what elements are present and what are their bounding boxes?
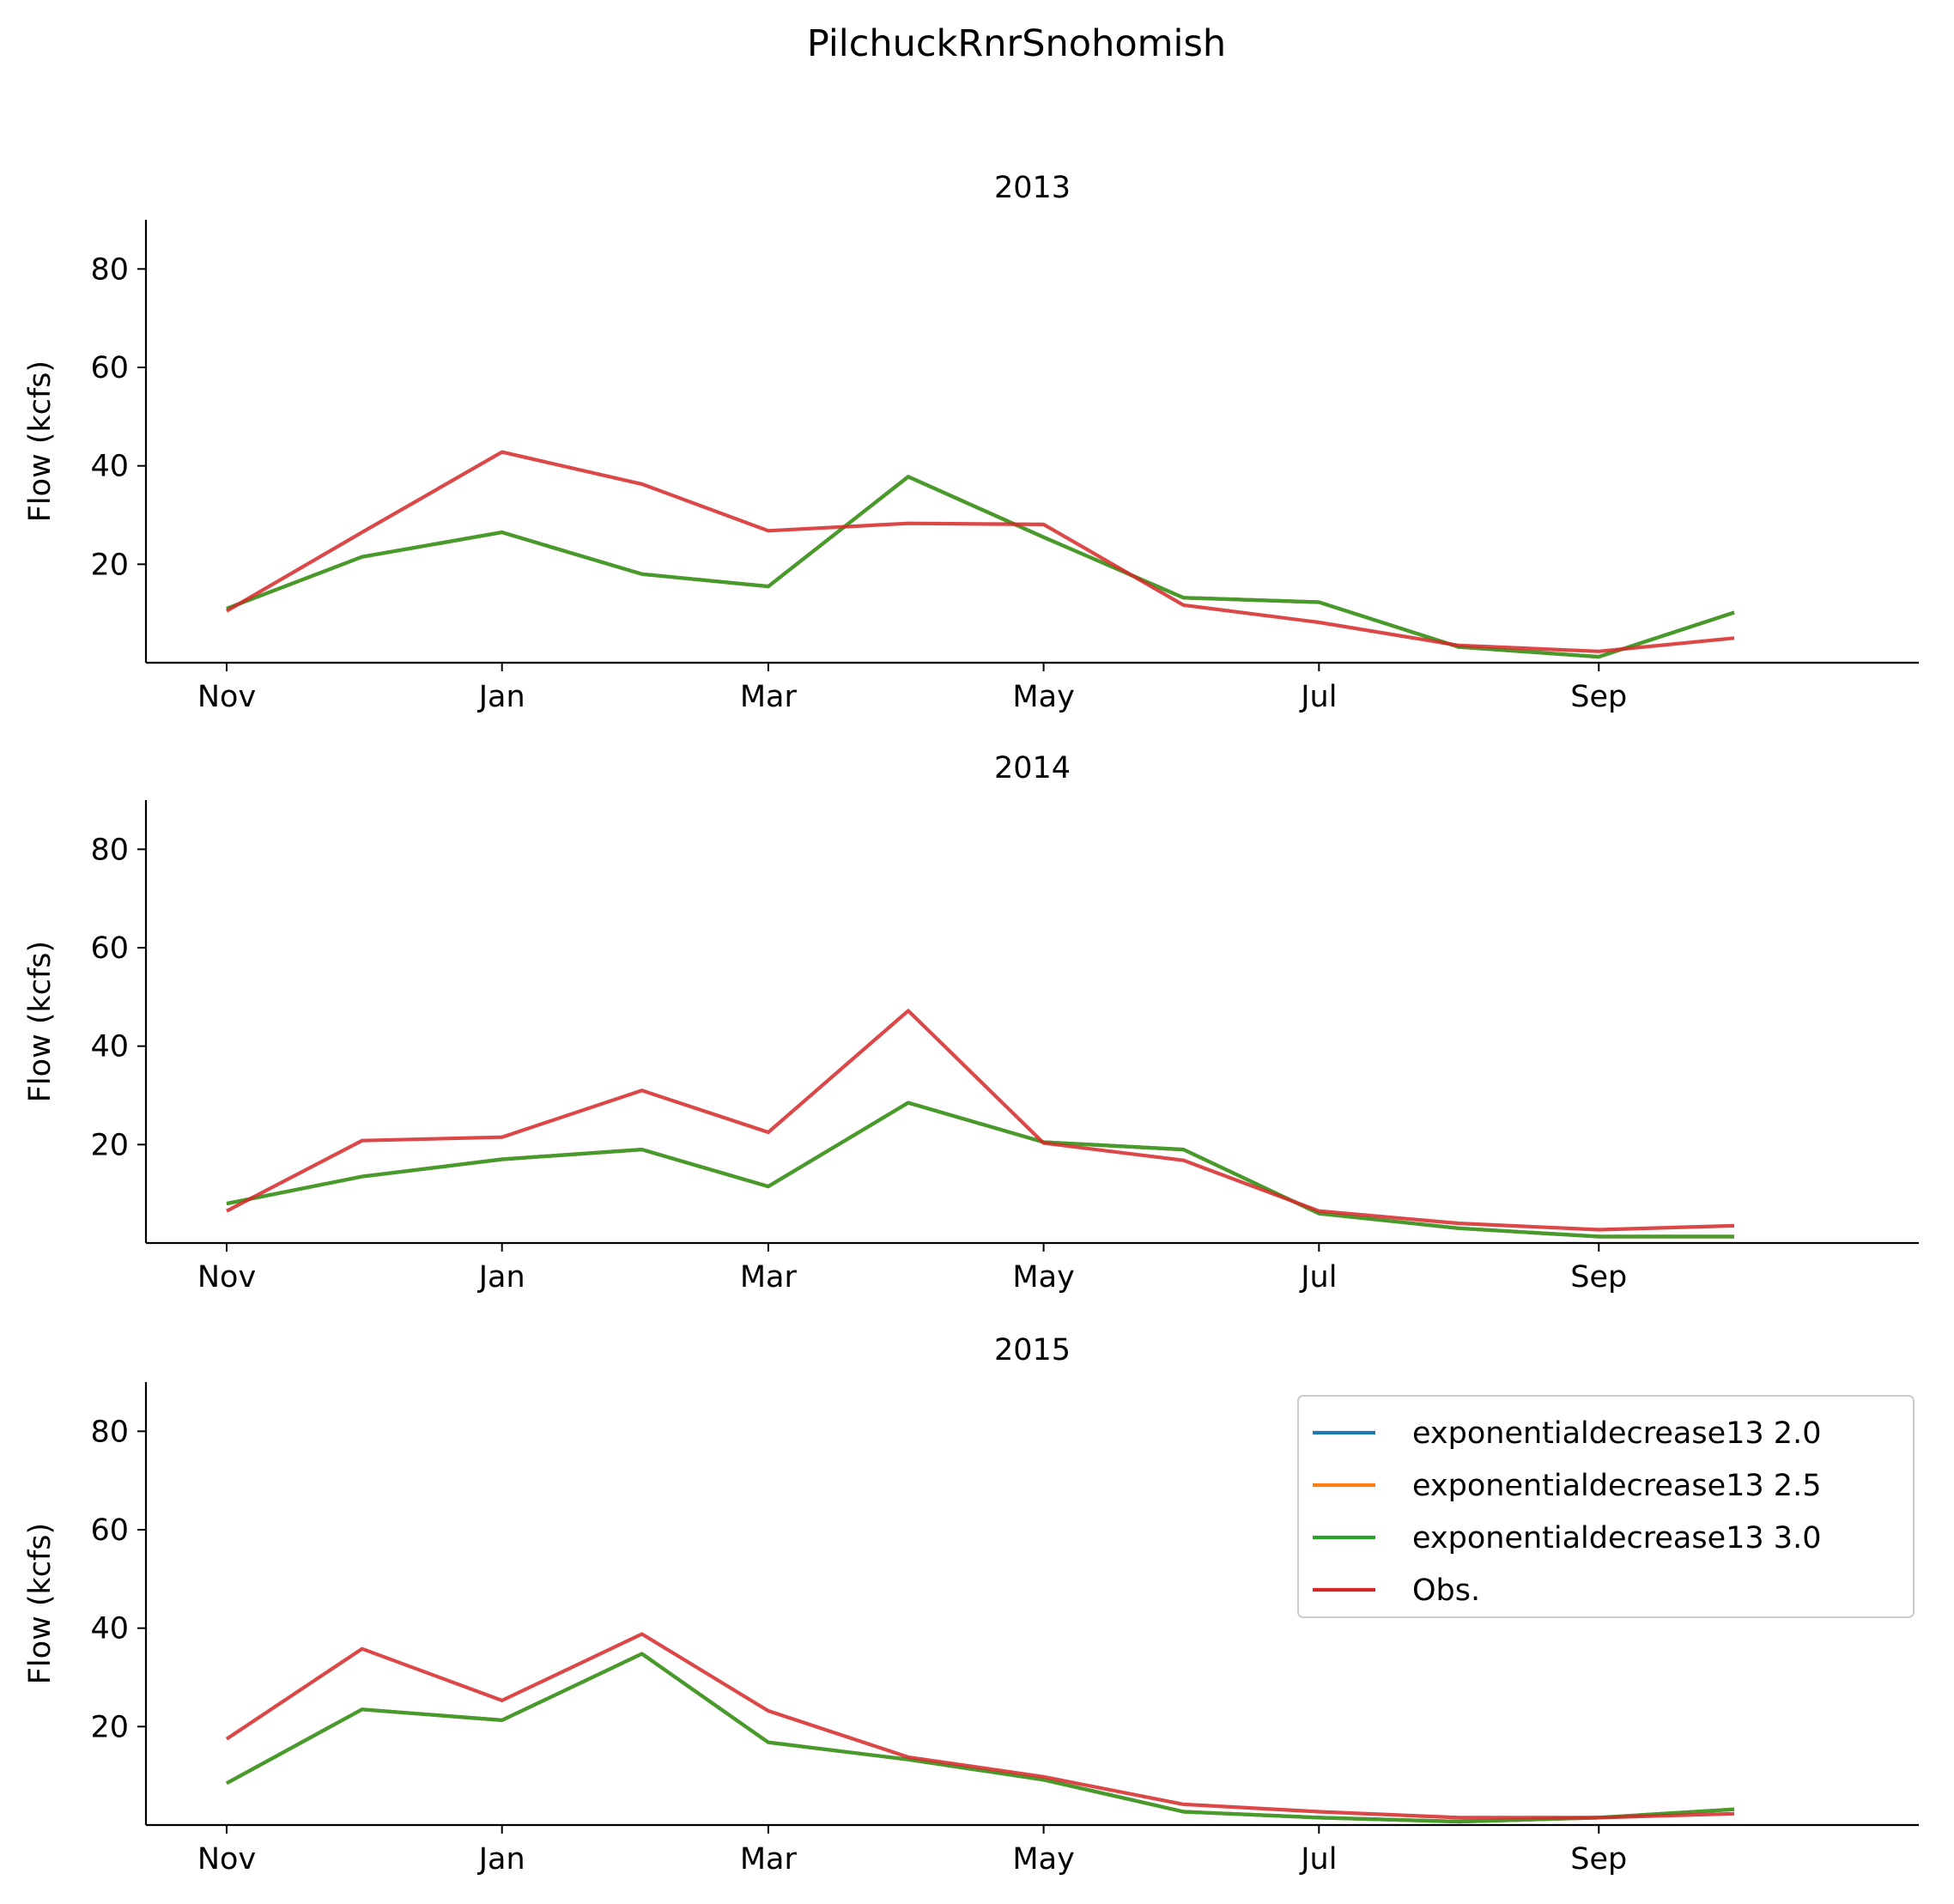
x-tick-label: Jul: [1299, 1260, 1337, 1295]
panel-title: 2014: [994, 751, 1071, 785]
panel-title: 2015: [994, 1333, 1071, 1367]
x-tick-label: Nov: [197, 680, 256, 714]
panel-2013: 2013 Flow (kcfs) 20 40 60 80 Nov Jan Mar May Jul Se…: [23, 171, 1919, 714]
legend-label: exponentialdecrease13 2.0: [1412, 1416, 1821, 1451]
x-tick-label: Nov: [197, 1260, 256, 1295]
x-tick-label: May: [1012, 1842, 1074, 1877]
y-tick-label: 20: [90, 1710, 129, 1744]
y-axis-label: Flow (kcfs): [23, 1523, 58, 1684]
x-tick-label: May: [1012, 680, 1074, 714]
series-line-obs-: [225, 450, 1735, 653]
y-tick-label: 60: [90, 351, 129, 385]
legend-box: [1297, 1395, 1915, 1618]
legend-label: exponentialdecrease13 3.0: [1412, 1521, 1821, 1555]
x-tick-label: Nov: [197, 1842, 256, 1877]
series-line-exponentialdecrease13-2-0: [226, 475, 1735, 659]
x-tick-label: Sep: [1570, 680, 1627, 714]
y-tick-label: 80: [90, 1415, 129, 1449]
x-tick-label: Mar: [740, 1842, 798, 1877]
x-tick-label: Jul: [1299, 680, 1337, 714]
x-tick-label: Jan: [477, 1842, 525, 1877]
x-tick-label: Sep: [1570, 1842, 1627, 1877]
x-tick-label: Jan: [477, 1260, 525, 1295]
series-line-exponentialdecrease13-2-0: [225, 1652, 1735, 1824]
legend-label: Obs.: [1412, 1574, 1480, 1608]
series-line-exponentialdecrease13-2-5: [225, 1652, 1735, 1824]
y-tick-label: 40: [90, 1030, 129, 1064]
x-tick-label: Sep: [1570, 1260, 1627, 1295]
y-tick-label: 40: [90, 1612, 129, 1646]
panel-2014: 2014 Flow (kcfs) 20 40 60 80 Nov Jan Mar May Jul Se…: [23, 751, 1919, 1295]
series-line-exponentialdecrease13-3-0: [226, 475, 1735, 659]
x-tick-label: May: [1012, 1260, 1074, 1295]
series-line-exponentialdecrease13-3-0: [225, 1652, 1735, 1824]
legend: exponentialdecrease13 2.0 exponentialdecr…: [1297, 1395, 1915, 1618]
series-line-exponentialdecrease13-3-0: [226, 1101, 1734, 1239]
series-line-obs-: [225, 1632, 1735, 1820]
panel-title: 2013: [994, 171, 1071, 205]
series-line-obs-: [226, 1009, 1735, 1232]
y-tick-label: 80: [90, 252, 129, 287]
x-tick-label: Jul: [1299, 1842, 1337, 1877]
y-tick-label: 60: [90, 931, 129, 966]
x-tick-label: Jan: [477, 680, 525, 714]
y-tick-label: 20: [90, 1128, 129, 1162]
panel-2015: 2015 Flow (kcfs) 20 40 60 80 Nov Jan Mar May Jul Se…: [23, 1333, 1919, 1877]
y-tick-label: 40: [90, 450, 129, 484]
legend-label: exponentialdecrease13 2.5: [1412, 1469, 1821, 1503]
y-tick-label: 60: [90, 1513, 129, 1548]
x-tick-label: Mar: [740, 680, 798, 714]
figure-title: PilchuckRnrSnohomish: [807, 22, 1226, 65]
y-axis-label: Flow (kcfs): [23, 361, 58, 522]
y-axis-label: Flow (kcfs): [23, 941, 58, 1102]
y-tick-label: 80: [90, 833, 129, 867]
series-line-exponentialdecrease13-2-5: [226, 475, 1735, 659]
x-tick-label: Mar: [740, 1260, 798, 1295]
y-tick-label: 20: [90, 548, 129, 582]
